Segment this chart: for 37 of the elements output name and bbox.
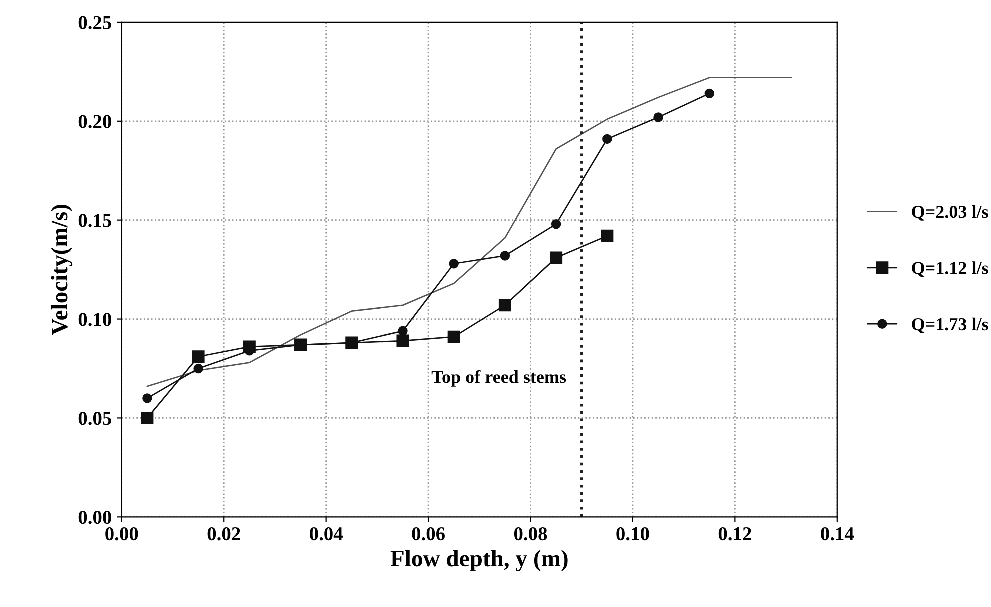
point: [601, 230, 614, 242]
x-tick-label: 0.00: [106, 527, 138, 541]
y-tick-label: 0.20: [78, 115, 112, 128]
y-tick-label: 0.10: [78, 313, 112, 326]
point: [551, 219, 562, 230]
y-tick-label: 0.25: [78, 16, 112, 30]
point: [550, 252, 563, 264]
x-tick-label: 0.06: [412, 527, 445, 541]
point: [142, 394, 152, 404]
x-tick-label: 0.04: [310, 527, 343, 541]
y-tick-label: 0.05: [78, 412, 112, 426]
point: [396, 334, 410, 348]
legend-label: Q=1.73 l/s: [912, 318, 988, 334]
x-tick-label: 0.14: [821, 527, 854, 541]
line-series: [146, 77, 792, 388]
ref-line-label: Top of reed stems: [432, 370, 566, 387]
point: [498, 299, 512, 312]
point: [654, 112, 664, 122]
legend-label: Q=2.03 l/s: [912, 205, 988, 221]
point: [141, 412, 154, 424]
y-tick-label: 0.00: [78, 510, 112, 524]
point: [449, 259, 459, 269]
x-tick-label: 0.08: [514, 527, 548, 541]
x-tick-label: 0.12: [718, 527, 752, 541]
x-tick-label: 0.02: [208, 527, 240, 541]
point: [398, 326, 408, 336]
x-tick-label: 0.10: [616, 527, 650, 541]
point: [602, 134, 612, 144]
y-tick-label: 0.15: [78, 214, 112, 228]
point: [448, 330, 460, 344]
point: [194, 364, 204, 374]
point: [192, 350, 205, 364]
legend-label: Q=1.12 l/s: [912, 262, 988, 278]
y-axis-title: Velocity(m/s): [51, 205, 73, 336]
point: [500, 251, 510, 261]
x-axis-title: Flow depth, y (m): [390, 550, 568, 572]
point: [704, 88, 714, 99]
